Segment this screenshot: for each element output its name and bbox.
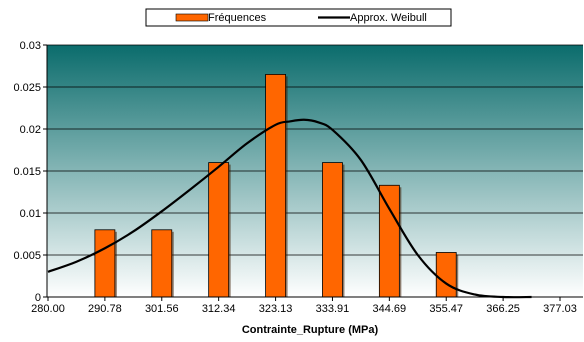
weibull-curve xyxy=(47,118,532,299)
x-tick-label: 290.78 xyxy=(88,303,122,315)
bar xyxy=(435,252,457,298)
y-tick-label: 0 xyxy=(35,292,41,304)
x-tick-label: 280.00 xyxy=(31,303,65,315)
bar-shadow xyxy=(114,231,117,297)
x-tick-label: 333.91 xyxy=(316,303,350,315)
bar-shadow xyxy=(171,231,174,297)
y-tick-label: 0.01 xyxy=(20,208,41,220)
x-tick-label: 323.13 xyxy=(259,303,293,315)
x-tick-labels: 280.00 290.78 301.56 312.34 323.13 333.91 344.… xyxy=(31,297,577,315)
legend-label-frequences: Fréquences xyxy=(208,12,267,24)
x-tick-label: 355.47 xyxy=(429,303,463,315)
x-tick-label: 312.34 xyxy=(202,303,236,315)
bar xyxy=(322,162,343,298)
bar-shadow xyxy=(228,164,231,297)
bar-shadow xyxy=(285,76,288,298)
x-tick-label: 377.03 xyxy=(543,303,577,315)
bar-shadow xyxy=(399,187,402,297)
legend-box xyxy=(145,8,452,27)
gridlines xyxy=(43,44,583,298)
y-tick-label: 0.005 xyxy=(13,250,41,262)
bar xyxy=(208,162,230,298)
bar-series xyxy=(94,74,459,298)
y-tick-label: 0.03 xyxy=(20,40,41,52)
bar xyxy=(94,229,116,298)
line-series xyxy=(47,118,532,299)
x-tick-label: 366.25 xyxy=(486,303,520,315)
legend-label-weibull: Approx. Weibull xyxy=(350,12,427,24)
y-tick-label: 0.025 xyxy=(13,82,41,94)
legend: Fréquences Approx. Weibull xyxy=(145,8,452,27)
legend-swatch-frequences xyxy=(175,13,209,22)
y-tick-label: 0.015 xyxy=(13,166,41,178)
x-tick-label: 344.69 xyxy=(373,303,407,315)
y-tick-labels: 0 0.005 0.01 0.015 0.02 0.025 0.03 xyxy=(13,40,41,304)
axes xyxy=(46,45,583,298)
y-tick-label: 0.02 xyxy=(20,124,41,136)
bar xyxy=(378,184,400,298)
x-axis-title: Contrainte_Rupture (MPa) xyxy=(242,324,379,336)
bar-shadow xyxy=(456,254,459,297)
bar xyxy=(265,74,286,298)
bar xyxy=(151,229,173,298)
bar-shadow xyxy=(342,164,345,297)
x-tick-label: 301.56 xyxy=(145,303,179,315)
